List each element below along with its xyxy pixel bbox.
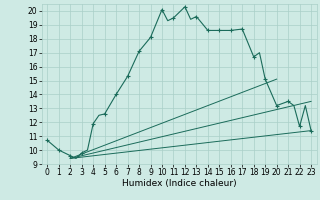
X-axis label: Humidex (Indice chaleur): Humidex (Indice chaleur) (122, 179, 236, 188)
